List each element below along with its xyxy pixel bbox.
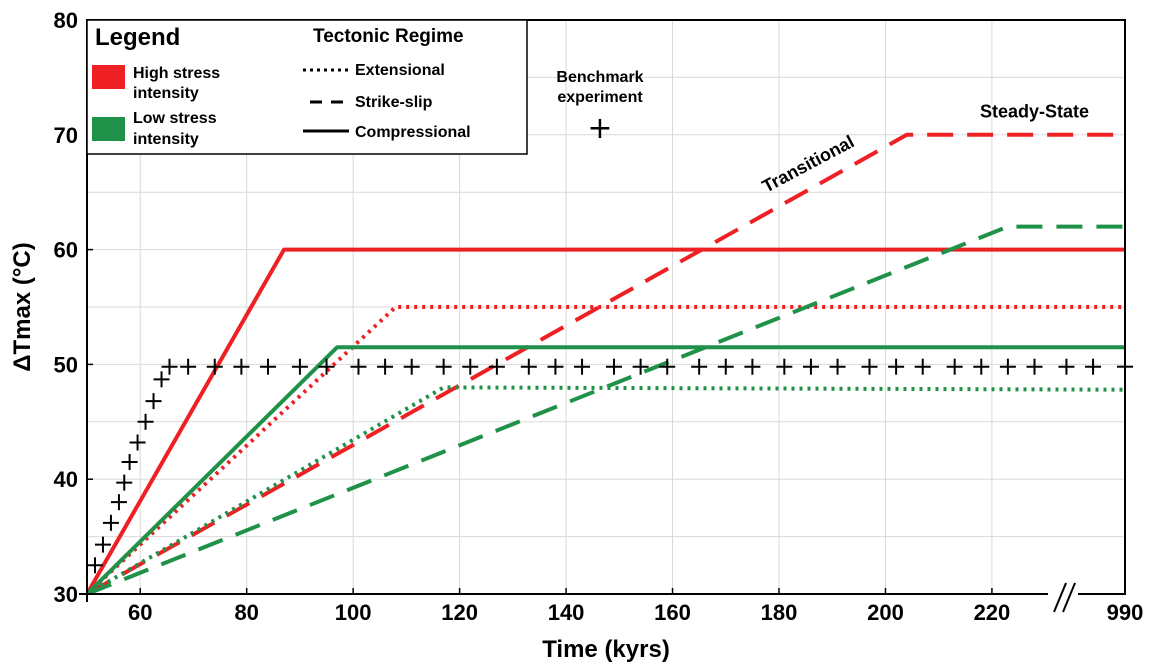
benchmark-marker — [605, 358, 622, 375]
benchmark-marker — [520, 358, 537, 375]
y-tick-label: 80 — [54, 8, 78, 33]
benchmark-marker — [829, 358, 846, 375]
x-ticks: 60 80 100 120 140 160 180 200 220 990 — [128, 588, 1143, 625]
legend-swatch-high — [92, 65, 125, 89]
benchmark-marker — [744, 358, 761, 375]
benchmark-marker — [632, 358, 649, 375]
benchmark-marker — [94, 536, 111, 553]
legend-benchmark-symbol: + — [587, 111, 612, 146]
series-line-low-compressional — [87, 345, 1125, 594]
legend-swatch-low — [92, 117, 125, 141]
benchmark-marker — [776, 358, 793, 375]
series-line-high-compressional — [87, 247, 1125, 594]
series-line-low-extensional — [87, 385, 1125, 594]
benchmark-marker — [1026, 358, 1043, 375]
legend-high-line2: intensity — [133, 85, 199, 102]
benchmark-marker — [435, 358, 452, 375]
benchmark-marker — [861, 358, 878, 375]
x-tick-label: 140 — [548, 600, 585, 625]
series-line-low-strike-slip — [87, 224, 1125, 594]
legend-low-line2: intensity — [133, 131, 199, 148]
benchmark-marker — [888, 358, 905, 375]
y-ticks: 30 40 50 60 70 80 — [54, 8, 93, 607]
series-line-high-strike-slip — [87, 132, 1125, 594]
legend-high-line1: High stress — [133, 65, 220, 82]
benchmark-marker — [318, 358, 335, 375]
legend-regime-title: Tectonic Regime — [313, 26, 464, 47]
y-tick-label: 40 — [54, 467, 78, 492]
benchmark-marker — [691, 358, 708, 375]
benchmark-marker — [145, 393, 162, 410]
benchmark-marker — [802, 358, 819, 375]
benchmark-marker — [110, 494, 127, 511]
x-tick-label: 160 — [654, 600, 691, 625]
benchmark-marker — [102, 514, 119, 531]
benchmark-marker — [233, 358, 250, 375]
benchmark-group — [79, 358, 1133, 602]
benchmark-marker — [180, 358, 197, 375]
benchmark-marker — [161, 358, 178, 375]
benchmark-marker — [574, 358, 591, 375]
y-tick-label: 70 — [54, 123, 78, 148]
y-tick-label: 30 — [54, 582, 78, 607]
benchmark-marker — [659, 358, 676, 375]
benchmark-marker — [129, 434, 146, 451]
benchmark-marker — [488, 358, 505, 375]
x-tick-label: 80 — [234, 600, 258, 625]
benchmark-marker — [973, 358, 990, 375]
benchmark-marker — [121, 453, 138, 470]
y-tick-label: 50 — [54, 352, 78, 377]
x-tick-label: 200 — [867, 600, 904, 625]
axis-break-marker — [1048, 580, 1078, 613]
benchmark-marker — [350, 358, 367, 375]
x-tick-label: 60 — [128, 600, 152, 625]
benchmark-marker — [403, 358, 420, 375]
benchmark-marker — [86, 557, 103, 574]
benchmark-marker — [914, 358, 931, 375]
annotation-steady-state: Steady-State — [980, 102, 1089, 122]
legend-label-compressional: Compressional — [355, 124, 471, 141]
legend-label-extensional: Extensional — [355, 62, 445, 79]
x-tick-label: 180 — [761, 600, 798, 625]
benchmark-marker — [206, 358, 223, 375]
benchmark-marker — [137, 413, 154, 430]
benchmark-marker — [291, 358, 308, 375]
y-axis-label: ΔTmax (°C) — [9, 242, 36, 372]
benchmark-marker — [999, 358, 1016, 375]
series-group — [87, 132, 1125, 594]
legend-title: Legend — [95, 24, 180, 51]
benchmark-marker — [547, 358, 564, 375]
x-tick-label: 990 — [1107, 600, 1144, 625]
legend-benchmark-line2: experiment — [557, 89, 643, 106]
benchmark-marker — [1085, 358, 1102, 375]
benchmark-marker — [116, 474, 133, 491]
x-tick-label: 100 — [335, 600, 372, 625]
legend-benchmark-line1: Benchmark — [556, 69, 643, 86]
legend-label-strike-slip: Strike-slip — [355, 94, 433, 111]
benchmark-marker — [377, 358, 394, 375]
plot-border — [86, 19, 1126, 595]
x-tick-label: 220 — [974, 600, 1011, 625]
benchmark-marker — [153, 371, 170, 388]
x-axis-label: Time (kyrs) — [542, 636, 670, 663]
benchmark-marker — [462, 358, 479, 375]
benchmark-marker — [946, 358, 963, 375]
legend-low-line1: Low stress — [133, 110, 217, 127]
benchmark-marker — [259, 358, 276, 375]
legend: Legend High stress intensity Low stress … — [86, 19, 644, 155]
benchmark-marker — [717, 358, 734, 375]
y-tick-label: 60 — [54, 238, 78, 263]
x-tick-label: 120 — [441, 600, 478, 625]
benchmark-marker — [1058, 358, 1075, 375]
